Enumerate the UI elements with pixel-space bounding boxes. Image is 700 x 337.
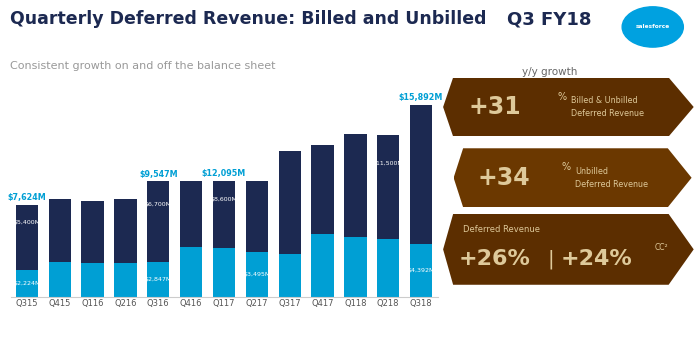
- Polygon shape: [443, 214, 694, 285]
- Bar: [213, 248, 235, 297]
- Bar: [377, 135, 400, 239]
- Bar: [48, 262, 71, 297]
- Text: +31: +31: [468, 95, 521, 119]
- Text: $4,392M: $4,392M: [407, 268, 435, 273]
- Bar: [312, 234, 334, 297]
- Bar: [279, 254, 301, 297]
- Text: CC²: CC²: [655, 243, 668, 251]
- Text: Billed & Unbilled
Deferred Revenue: Billed & Unbilled Deferred Revenue: [571, 96, 644, 118]
- Text: $3,495M: $3,495M: [243, 272, 270, 277]
- Text: Consistent growth on and off the balance sheet: Consistent growth on and off the balance…: [10, 61, 276, 71]
- Bar: [410, 244, 432, 297]
- Text: |: |: [547, 249, 554, 269]
- Text: Quarterly Deferred Revenue: Billed and Unbilled: Quarterly Deferred Revenue: Billed and U…: [10, 10, 487, 28]
- Bar: [246, 181, 268, 252]
- Text: $15,892M: $15,892M: [399, 93, 443, 102]
- Text: $2,224M: $2,224M: [13, 281, 41, 286]
- Text: salesforce: salesforce: [636, 25, 670, 29]
- Text: %: %: [562, 162, 571, 173]
- Bar: [377, 239, 400, 297]
- Text: $8,600M: $8,600M: [211, 197, 237, 202]
- Text: $2,847M: $2,847M: [145, 277, 172, 282]
- Bar: [48, 199, 71, 262]
- Text: $5,400M: $5,400M: [13, 220, 41, 225]
- Text: $11,500M: $11,500M: [373, 161, 404, 166]
- Bar: [279, 151, 301, 254]
- Polygon shape: [443, 78, 694, 136]
- Text: $12,095M: $12,095M: [202, 170, 246, 178]
- Bar: [114, 199, 136, 263]
- Bar: [147, 262, 169, 297]
- Bar: [344, 134, 367, 238]
- Bar: [114, 263, 136, 297]
- Text: %: %: [557, 92, 566, 102]
- Bar: [180, 181, 202, 247]
- Polygon shape: [454, 148, 692, 207]
- Bar: [81, 201, 104, 264]
- Bar: [246, 252, 268, 297]
- Bar: [147, 181, 169, 262]
- Text: $7,624M: $7,624M: [8, 193, 46, 202]
- Bar: [16, 270, 38, 297]
- Bar: [180, 247, 202, 297]
- Circle shape: [622, 7, 683, 47]
- Bar: [312, 145, 334, 234]
- Bar: [410, 105, 432, 244]
- Text: Q3 FY18: Q3 FY18: [508, 10, 592, 28]
- Text: +34: +34: [477, 166, 530, 190]
- Bar: [81, 264, 104, 297]
- Text: +26%: +26%: [458, 249, 530, 269]
- Bar: [16, 205, 38, 270]
- Text: Deferred Revenue: Deferred Revenue: [463, 225, 540, 234]
- Text: $9,547M: $9,547M: [139, 170, 178, 179]
- Text: +24%: +24%: [561, 249, 633, 269]
- Text: Unbilled
Deferred Revenue: Unbilled Deferred Revenue: [575, 167, 648, 188]
- Text: y/y growth: y/y growth: [522, 67, 578, 78]
- Bar: [213, 181, 235, 248]
- Text: $6,700M: $6,700M: [145, 202, 172, 207]
- Bar: [344, 238, 367, 297]
